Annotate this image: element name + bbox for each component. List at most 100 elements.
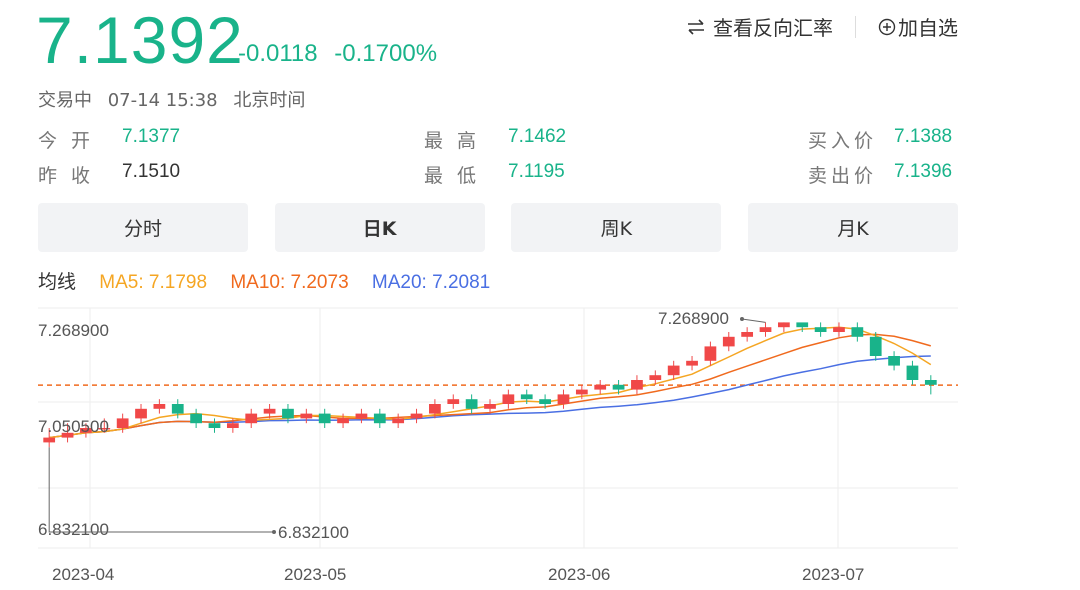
x-tick-may: 2023-05: [284, 565, 346, 584]
swap-arrows-icon: [688, 18, 704, 35]
change-value: -0.0118: [238, 40, 318, 67]
max-leader-dot: [740, 317, 744, 321]
candle-body: [851, 327, 864, 337]
top-actions: 查看反向汇率 加自选: [685, 12, 958, 41]
candle-body: [612, 384, 625, 390]
x-tick-jul: 2023-07: [802, 565, 864, 584]
low-value: 7.1195: [508, 161, 565, 182]
price-change: -0.0118 -0.1700%: [238, 40, 447, 68]
candle-body: [300, 413, 313, 419]
candle-body: [373, 413, 386, 424]
y-tick-high: 7.268900: [38, 321, 109, 340]
stats-row-1: 今开 7.1377 最高 7.1462 买入价 7.1388: [38, 126, 958, 152]
timezone-text: 北京时间: [233, 90, 306, 111]
tab-weekly-k[interactable]: 周K: [511, 203, 722, 252]
add-watchlist-button[interactable]: 加自选: [878, 12, 958, 41]
bid-label: 买入价: [808, 130, 878, 152]
tab-intraday[interactable]: 分时: [38, 203, 248, 252]
candle-body: [759, 327, 772, 332]
candle-body: [61, 432, 74, 438]
min-leader-dot: [272, 530, 276, 534]
change-percent: -0.1700%: [334, 40, 438, 67]
y-tick-mid: 7.050500: [38, 417, 109, 436]
high-value: 7.1462: [508, 126, 567, 147]
trade-status: 交易中 07-14 15:38 北京时间: [38, 86, 315, 112]
kline-chart[interactable]: 7.268900 7.050500 6.832100 2023-04 2023-…: [0, 290, 1080, 590]
high-label: 最高: [424, 130, 491, 152]
open-value: 7.1377: [122, 126, 181, 147]
candle-body: [888, 356, 900, 366]
min-leader-line: [48, 447, 274, 533]
add-watchlist-label: 加自选: [898, 16, 958, 40]
candle-body: [557, 394, 570, 404]
candle-body: [135, 408, 147, 419]
ask-value: 7.1396: [894, 161, 953, 182]
period-tabs: 分时 日K 周K 月K: [38, 203, 958, 252]
candle-body: [190, 413, 202, 424]
ma10-line: [49, 333, 932, 439]
candle-body: [171, 404, 184, 414]
candle-body: [814, 327, 827, 332]
candle-body: [116, 418, 129, 428]
chart-grid: [38, 307, 958, 549]
plus-circle-icon: [878, 18, 896, 35]
tab-daily-k[interactable]: 日K: [274, 203, 485, 252]
low-label: 最低: [424, 165, 491, 187]
candle-body: [484, 404, 496, 409]
candle-body: [539, 399, 551, 404]
reverse-rate-label: 查看反向汇率: [713, 16, 833, 40]
candle-body: [686, 360, 698, 366]
candle-body: [429, 404, 441, 414]
max-annotation: 7.268900: [658, 309, 729, 328]
bid-value: 7.1388: [894, 126, 953, 147]
stats-row-2: 昨收 7.1510 最低 7.1195 卖出价 7.1396: [38, 161, 958, 187]
candle-body: [667, 365, 680, 376]
candle-body: [631, 380, 643, 390]
candle-body: [924, 380, 937, 385]
candle-body: [869, 336, 882, 356]
candle-body: [80, 428, 92, 433]
candles: [43, 322, 937, 448]
candle-body: [318, 413, 331, 424]
candle-body: [906, 365, 919, 380]
current-price: 7.1392: [36, 3, 244, 77]
candle-body: [392, 418, 405, 424]
candle-body: [355, 413, 368, 419]
ask-label: 卖出价: [808, 165, 878, 187]
candle-body: [833, 327, 845, 332]
min-annotation: 6.832100: [278, 523, 349, 542]
candle-body: [594, 384, 607, 390]
candle-body: [282, 408, 294, 419]
candle-body: [502, 394, 515, 404]
candle-body: [98, 428, 111, 430]
reverse-rate-link[interactable]: 查看反向汇率: [685, 12, 833, 41]
candle-body: [796, 322, 809, 328]
candle-body: [575, 389, 588, 395]
tab-monthly-k[interactable]: 月K: [747, 203, 958, 252]
max-leader-line: [741, 318, 766, 323]
ma-lines: [49, 326, 932, 439]
candle-body: [778, 322, 790, 328]
divider: [855, 15, 856, 38]
quote-time: 07-14 15:38: [107, 90, 218, 111]
prev-close-label: 昨收: [38, 165, 105, 187]
candle-body: [226, 423, 239, 428]
axis-labels: 7.268900 7.050500 6.832100 2023-04 2023-…: [38, 309, 864, 584]
candle-body: [465, 399, 478, 409]
candle-body: [520, 394, 533, 400]
ma20-line: [49, 355, 931, 439]
ma5-legend: MA5: 7.1798: [99, 272, 208, 293]
status-text: 交易中: [38, 90, 92, 111]
ma20-legend: MA20: 7.2081: [371, 272, 491, 293]
candle-body: [263, 408, 276, 414]
open-label: 今开: [38, 130, 105, 152]
candle-body: [153, 404, 166, 409]
ma-legend: 均线 MA5: 7.1798 MA10: 7.2073 MA20: 7.2081: [38, 267, 508, 294]
candle-body: [43, 437, 56, 443]
candle-body: [245, 413, 258, 424]
candle-body: [208, 423, 221, 428]
candle-body: [722, 336, 735, 347]
ma-title: 均线: [38, 272, 77, 293]
candle-body: [704, 346, 717, 361]
candle-body: [649, 375, 662, 380]
